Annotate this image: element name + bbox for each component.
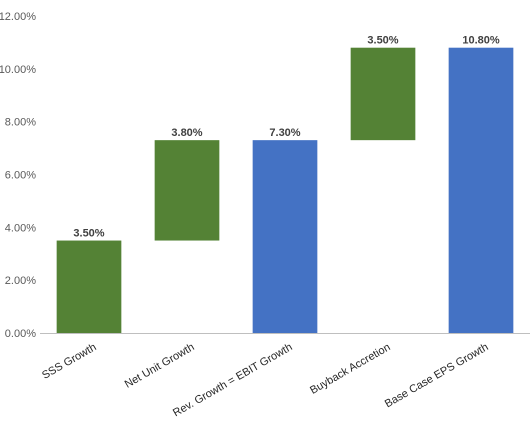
data-label: 3.80%: [171, 127, 202, 139]
increment-bar: [154, 140, 220, 241]
y-tick-label: 12.00%: [0, 11, 36, 23]
y-tick-label: 4.00%: [5, 222, 36, 234]
increment-bar: [350, 47, 416, 141]
y-axis: 0.00% 2.00% 4.00% 6.00% 8.00% 10.00% 12.00%: [0, 11, 36, 340]
data-label: 3.50%: [73, 228, 104, 240]
y-tick-label: 0.00%: [5, 328, 36, 340]
y-tick-label: 10.00%: [0, 64, 36, 76]
data-label: 7.30%: [269, 127, 300, 139]
x-category-label: Base Case EPS Growth: [383, 341, 491, 410]
y-tick-label: 2.00%: [5, 275, 36, 287]
y-tick-label: 8.00%: [5, 117, 36, 129]
total-bar: [252, 140, 318, 333]
increment-bar: [56, 240, 122, 333]
total-bar: [448, 47, 514, 333]
x-category-label: Buyback Accretion: [308, 341, 392, 397]
x-category-label: SSS Growth: [40, 341, 98, 382]
x-category-label: Net Unit Growth: [123, 341, 197, 391]
data-label: 3.50%: [367, 35, 398, 47]
y-tick-label: 6.00%: [5, 170, 36, 182]
data-label-group: 3.50% 3.80% 7.30% 3.50% 10.80%: [73, 35, 499, 240]
bar-group: [56, 47, 514, 333]
data-label: 10.80%: [462, 35, 500, 47]
